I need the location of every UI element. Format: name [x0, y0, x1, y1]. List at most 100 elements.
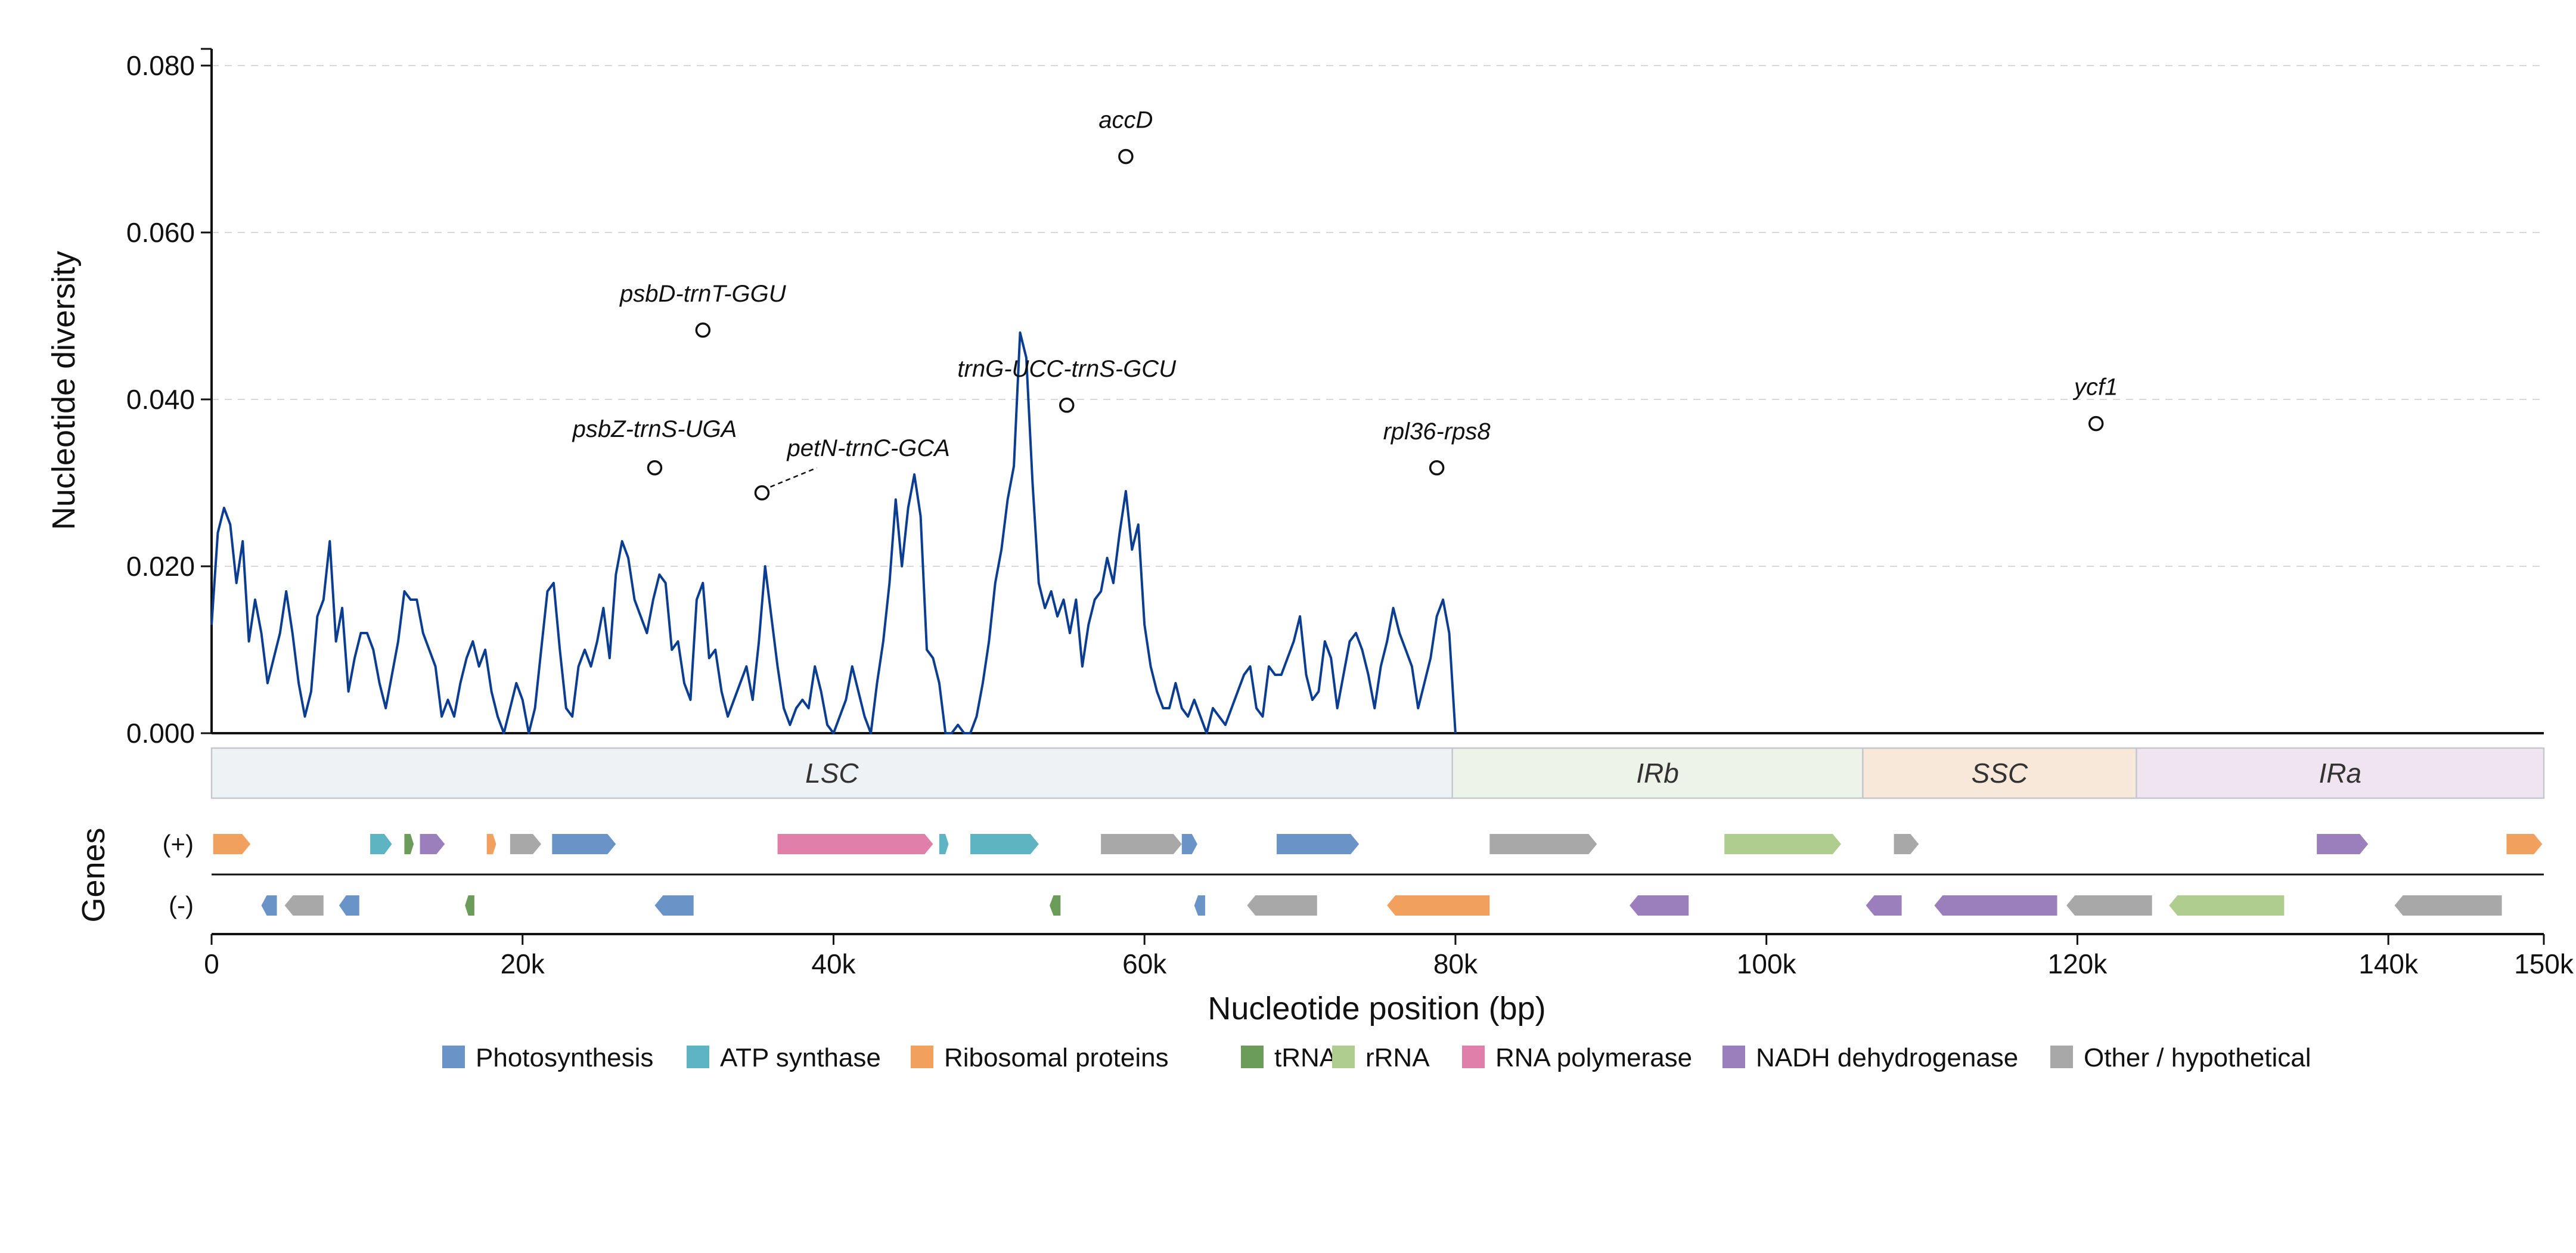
legend-swatch-photo [442, 1046, 465, 1068]
legend-swatch-rnap [1462, 1046, 1485, 1068]
peak-marker [695, 322, 711, 338]
gene-block [1101, 834, 1182, 854]
legend-swatch-other [2050, 1046, 2073, 1068]
gene-block [370, 834, 392, 854]
gene-block [1489, 834, 1597, 854]
legend-swatch-trna [1241, 1046, 1264, 1068]
gene-block [1181, 834, 1197, 854]
legend-label: tRNA [1274, 1043, 1337, 1072]
legend-label: Ribosomal proteins [944, 1043, 1169, 1072]
gene-block [284, 895, 324, 916]
gene-block [1866, 895, 1902, 916]
x-tick-label: 120k [2048, 948, 2108, 979]
legend-label: rRNA [1365, 1043, 1430, 1072]
y-tick-label: 0.080 [126, 50, 195, 81]
y-tick-label: 0.060 [126, 217, 195, 248]
gene-block [486, 834, 496, 854]
gene-block [1050, 895, 1061, 916]
peak-label: accD [1098, 107, 1153, 134]
region-ssc [1862, 747, 2137, 799]
legend-label: ATP synthase [720, 1043, 881, 1072]
x-tick-label: 140k [2358, 948, 2419, 979]
y-tick-label: 0.000 [126, 718, 195, 749]
peak-marker [1429, 460, 1445, 476]
region-label: LSC [805, 758, 859, 789]
gene-block [1194, 895, 1205, 916]
peak-marker [1059, 398, 1075, 413]
x-tick-label: 0 [204, 948, 219, 979]
peak-label: rpl36-rps8 [1383, 418, 1491, 445]
x-tick-label: 100k [1737, 948, 1797, 979]
gene-block [552, 834, 616, 854]
legend-swatch-nadh [1722, 1046, 1745, 1068]
gene-block [1630, 895, 1689, 916]
x-axis-ticks: 0 20k 40k 60k 80k 100k 120k 140k 150k [204, 934, 2574, 979]
gene-block [510, 834, 542, 854]
x-tick-label: 60k [1122, 948, 1167, 979]
gene-block [939, 834, 949, 854]
gene-block [1387, 895, 1490, 916]
gene-block [2506, 834, 2543, 854]
gene-block [1247, 895, 1317, 916]
y-axis-ticks: 0.000 0.020 0.040 0.060 0.080 [126, 50, 212, 749]
legend-label: Other / hypothetical [2084, 1043, 2311, 1072]
peak-label: petN-trnC-GCA [786, 435, 949, 461]
region-label: IRb [1636, 758, 1679, 789]
region-ira [2136, 747, 2545, 799]
peak-label: trnG-UCC-trnS-GCU [957, 356, 1177, 382]
series-line-0 [210, 331, 1457, 734]
gene-block [2066, 895, 2152, 916]
gene-block [339, 895, 359, 916]
legend-swatch-atp [687, 1046, 709, 1068]
peak-label: ycf1 [2072, 374, 2118, 401]
gene-block [777, 834, 933, 854]
region-label: SSC [1972, 758, 2028, 789]
grid-lines [212, 65, 2544, 567]
gene-block [261, 895, 277, 916]
legend: Photosynthesis ATP synthase Ribosomal prot… [442, 1043, 2311, 1072]
gene-block [1276, 834, 1360, 854]
gene-block [1894, 834, 1919, 854]
peak-marker [754, 485, 770, 501]
x-tick-label: 40k [811, 948, 856, 979]
gene-block [2394, 895, 2502, 916]
legend-label: Photosynthesis [476, 1043, 653, 1072]
gene-block [213, 834, 251, 854]
gene-block [2169, 895, 2285, 916]
x-axis-title: Nucleotide position (bp) [1208, 991, 1545, 1026]
y-tick-label: 0.020 [126, 551, 195, 582]
x-tick-label: 20k [501, 948, 545, 979]
strand-label-plus: (+) [163, 830, 194, 858]
axes [201, 48, 2544, 935]
peak-marker [2088, 415, 2104, 432]
x-tick-label: 80k [1433, 948, 1478, 979]
x-tick-label: 150k [2514, 948, 2574, 979]
gene-block [2317, 834, 2369, 854]
peak-marker [1118, 148, 1134, 165]
diversity-series [210, 331, 1457, 734]
peak-annotations: psbZ-trnS-UGA psbD-trnT-GGU petN-trnC-GCA t… [572, 107, 2118, 501]
y-tick-label: 0.040 [126, 384, 195, 415]
gene-block [1724, 834, 1841, 854]
gene-block [465, 895, 474, 916]
peak-label: psbD-trnT-GGU [619, 281, 787, 307]
legend-label: RNA polymerase [1495, 1043, 1692, 1072]
gene-block [654, 895, 694, 916]
gene-block [404, 834, 414, 854]
peak-label: psbZ-trnS-UGA [572, 416, 737, 442]
y-axis-title: Nucleotide diversity [46, 251, 82, 530]
legend-label: NADH dehydrogenase [1756, 1043, 2018, 1072]
legend-swatch-ribo [911, 1046, 933, 1068]
legend-swatch-rrna [1332, 1046, 1355, 1068]
genome-regions: LSC IRb SSC IRa [210, 747, 2545, 799]
gene-tracks: (+) (-) [163, 830, 2544, 919]
strand-label-minus: (-) [169, 891, 194, 919]
genes-axis-title: Genes [76, 827, 111, 922]
region-irb [1451, 747, 1864, 799]
region-label: IRa [2319, 758, 2361, 789]
peak-marker [647, 460, 663, 476]
gene-block [970, 834, 1039, 854]
gene-block [420, 834, 445, 854]
peak-leader-line [769, 467, 817, 488]
